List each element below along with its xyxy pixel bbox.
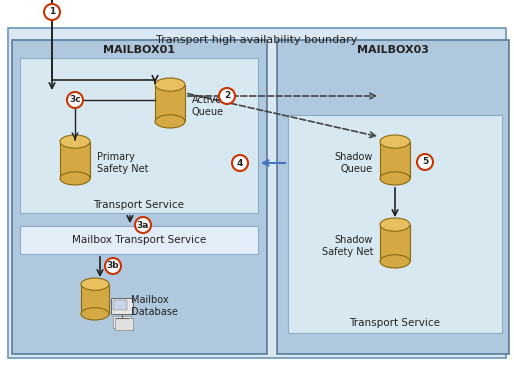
Text: Primary
Safety Net: Primary Safety Net — [97, 152, 149, 174]
Text: MAILBOX03: MAILBOX03 — [357, 45, 429, 55]
Text: 4: 4 — [237, 158, 243, 168]
Text: 2: 2 — [224, 92, 230, 101]
Bar — [12, 40, 267, 354]
Bar — [20, 58, 258, 213]
Text: Active
Queue: Active Queue — [192, 95, 224, 117]
Text: Mailbox Transport Service: Mailbox Transport Service — [72, 235, 206, 245]
Bar — [113, 316, 131, 328]
Text: 3b: 3b — [107, 261, 119, 270]
Bar — [81, 284, 109, 314]
Text: Transport high availability boundary: Transport high availability boundary — [156, 35, 358, 45]
Bar — [20, 226, 258, 254]
Ellipse shape — [60, 172, 90, 185]
Ellipse shape — [60, 135, 90, 148]
Circle shape — [44, 4, 60, 20]
Text: Mailbox
Database: Mailbox Database — [131, 295, 178, 317]
Circle shape — [135, 217, 151, 233]
Text: 1: 1 — [49, 7, 55, 16]
Text: 3a: 3a — [137, 220, 149, 229]
Ellipse shape — [380, 218, 410, 231]
Ellipse shape — [155, 115, 185, 128]
Circle shape — [232, 155, 248, 171]
Text: 3c: 3c — [69, 96, 81, 105]
Bar — [277, 40, 509, 354]
Bar — [380, 225, 410, 261]
Bar — [155, 85, 185, 122]
Text: Transport Service: Transport Service — [350, 318, 440, 328]
Text: Shadow
Queue: Shadow Queue — [335, 152, 373, 174]
Bar — [113, 300, 127, 310]
Circle shape — [67, 92, 83, 108]
Ellipse shape — [81, 278, 109, 290]
Bar — [60, 142, 90, 178]
Bar — [111, 298, 133, 314]
Text: Transport Service: Transport Service — [94, 200, 185, 210]
Text: MAILBOX01: MAILBOX01 — [103, 45, 175, 55]
Bar — [288, 115, 502, 333]
Ellipse shape — [81, 308, 109, 320]
Circle shape — [417, 154, 433, 170]
Circle shape — [219, 88, 235, 104]
Bar — [380, 142, 410, 178]
Ellipse shape — [380, 255, 410, 268]
Text: Shadow
Safety Net: Shadow Safety Net — [321, 235, 373, 257]
Bar — [115, 318, 133, 330]
Ellipse shape — [155, 78, 185, 91]
Text: 5: 5 — [422, 157, 428, 167]
Ellipse shape — [380, 135, 410, 148]
Ellipse shape — [380, 172, 410, 185]
Circle shape — [105, 258, 121, 274]
